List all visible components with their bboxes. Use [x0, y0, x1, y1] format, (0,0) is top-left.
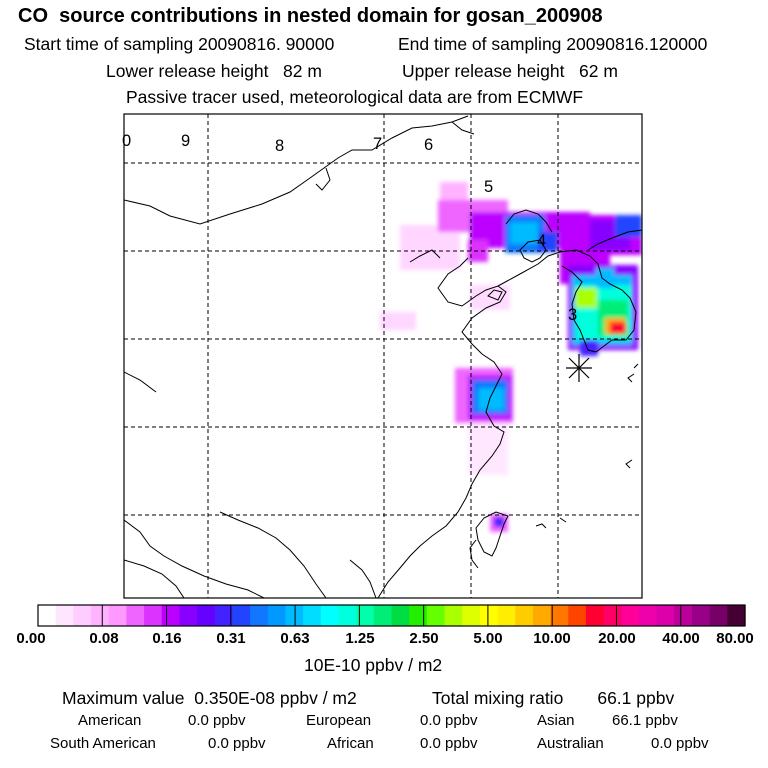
colorbar-segment: [656, 605, 675, 626]
colorbar-segment: [444, 605, 463, 626]
colorbar-segment: [250, 605, 269, 626]
concentration-field: [380, 182, 642, 532]
day-label-3: 3: [568, 306, 578, 324]
south-american-value: 0.0 ppbv: [208, 735, 266, 752]
end-time-label: End time of sampling 20090816.120000: [398, 34, 708, 54]
total-mixing-ratio-label: Total mixing ratio 66.1 ppbv: [432, 688, 675, 708]
lower-release-height-label: Lower release height 82 m: [106, 61, 322, 81]
colorbar-segment: [426, 605, 446, 626]
plot-title: CO source contributions in nested domain…: [18, 5, 603, 27]
colorbar-segment: [356, 605, 375, 626]
asterisk-star-icon: [566, 354, 592, 382]
colorbar-segment: [55, 605, 74, 626]
colorbar-tick-label: 5.00: [473, 630, 503, 647]
day-label-0: 0: [122, 132, 132, 150]
european-label: European: [306, 712, 372, 729]
colorbar-tick-label: 0.08: [89, 630, 119, 647]
colorbar-segment: [197, 605, 216, 626]
colorbar-segment: [409, 605, 428, 626]
colorbar-tick-label: 20.00: [598, 630, 636, 647]
colorbar-segment: [91, 605, 110, 626]
american-label: American: [78, 712, 142, 729]
colorbar-tick-label: 10.00: [533, 630, 571, 647]
colorbar-segment: [161, 605, 181, 626]
colorbar-tick-label: 1.25: [345, 630, 375, 647]
day-label-4: 4: [537, 232, 547, 250]
colorbar-tick-label: 0.16: [152, 630, 182, 647]
colorbar-tick-label: 0.00: [16, 630, 46, 647]
colorbar-segment: [391, 605, 410, 626]
african-label: African: [327, 735, 374, 752]
colorbar: [37, 604, 746, 627]
colorbar-segment: [497, 605, 516, 626]
map-frame: [123, 113, 643, 599]
map-gridlines: [124, 114, 642, 598]
colorbar-segment: [674, 605, 693, 626]
colorbar-segment: [515, 605, 534, 626]
colorbar-tick-label: 40.00: [662, 630, 700, 647]
colorbar-unit: 10E-10 ppbv / m2: [304, 655, 443, 675]
colorbar-segment: [532, 605, 552, 626]
colorbar-segment: [73, 605, 92, 626]
colorbar-frame: [37, 604, 746, 627]
australian-label: Australian: [537, 735, 604, 752]
colorbar-tick-label: 2.50: [409, 630, 439, 647]
colorbar-segment: [709, 605, 728, 626]
day-label-8: 8: [275, 137, 285, 155]
max-value-label: Maximum value 0.350E-08 ppbv / m2: [62, 688, 357, 708]
colorbar-segment: [479, 605, 499, 626]
colorbar-segment: [727, 605, 746, 626]
tracer-note: Passive tracer used, meteorological data…: [126, 87, 584, 107]
colorbar-segment: [691, 605, 711, 626]
colorbar-segment: [338, 605, 357, 626]
colorbar-segment: [267, 605, 287, 626]
colorbar-segment: [303, 605, 322, 626]
colorbar-tick-label: 0.31: [216, 630, 246, 647]
day-label-9: 9: [181, 132, 191, 150]
colorbar-tick-label: 80.00: [716, 630, 754, 647]
day-label-5: 5: [484, 178, 494, 196]
colorbar-tick-label: 0.63: [280, 630, 310, 647]
african-value: 0.0 ppbv: [420, 735, 478, 752]
colorbar-segment: [462, 605, 481, 626]
asian-label: Asian: [537, 712, 575, 729]
colorbar-segment: [232, 605, 251, 626]
asian-value: 66.1 ppbv: [612, 712, 678, 729]
colorbar-segment: [320, 605, 340, 626]
start-time-label: Start time of sampling 20090816. 90000: [24, 34, 335, 54]
american-value: 0.0 ppbv: [188, 712, 246, 729]
colorbar-segment: [214, 605, 234, 626]
coastlines: [124, 115, 642, 598]
colorbar-segment: [179, 605, 198, 626]
colorbar-segment: [38, 605, 57, 626]
colorbar-segment: [550, 605, 569, 626]
colorbar-segment: [621, 605, 640, 626]
day-label-7: 7: [373, 135, 383, 153]
colorbar-segment: [585, 605, 605, 626]
colorbar-segment: [144, 605, 163, 626]
colorbar-segment: [638, 605, 658, 626]
colorbar-segment: [126, 605, 145, 626]
australian-value: 0.0 ppbv: [651, 735, 709, 752]
european-value: 0.0 ppbv: [420, 712, 478, 729]
colorbar-segment: [603, 605, 622, 626]
south-american-label: South American: [50, 735, 156, 752]
upper-release-height-label: Upper release height 62 m: [402, 61, 618, 81]
colorbar-segment: [108, 605, 127, 626]
colorbar-segment: [568, 605, 587, 626]
colorbar-segment: [373, 605, 393, 626]
day-label-6: 6: [424, 136, 434, 154]
